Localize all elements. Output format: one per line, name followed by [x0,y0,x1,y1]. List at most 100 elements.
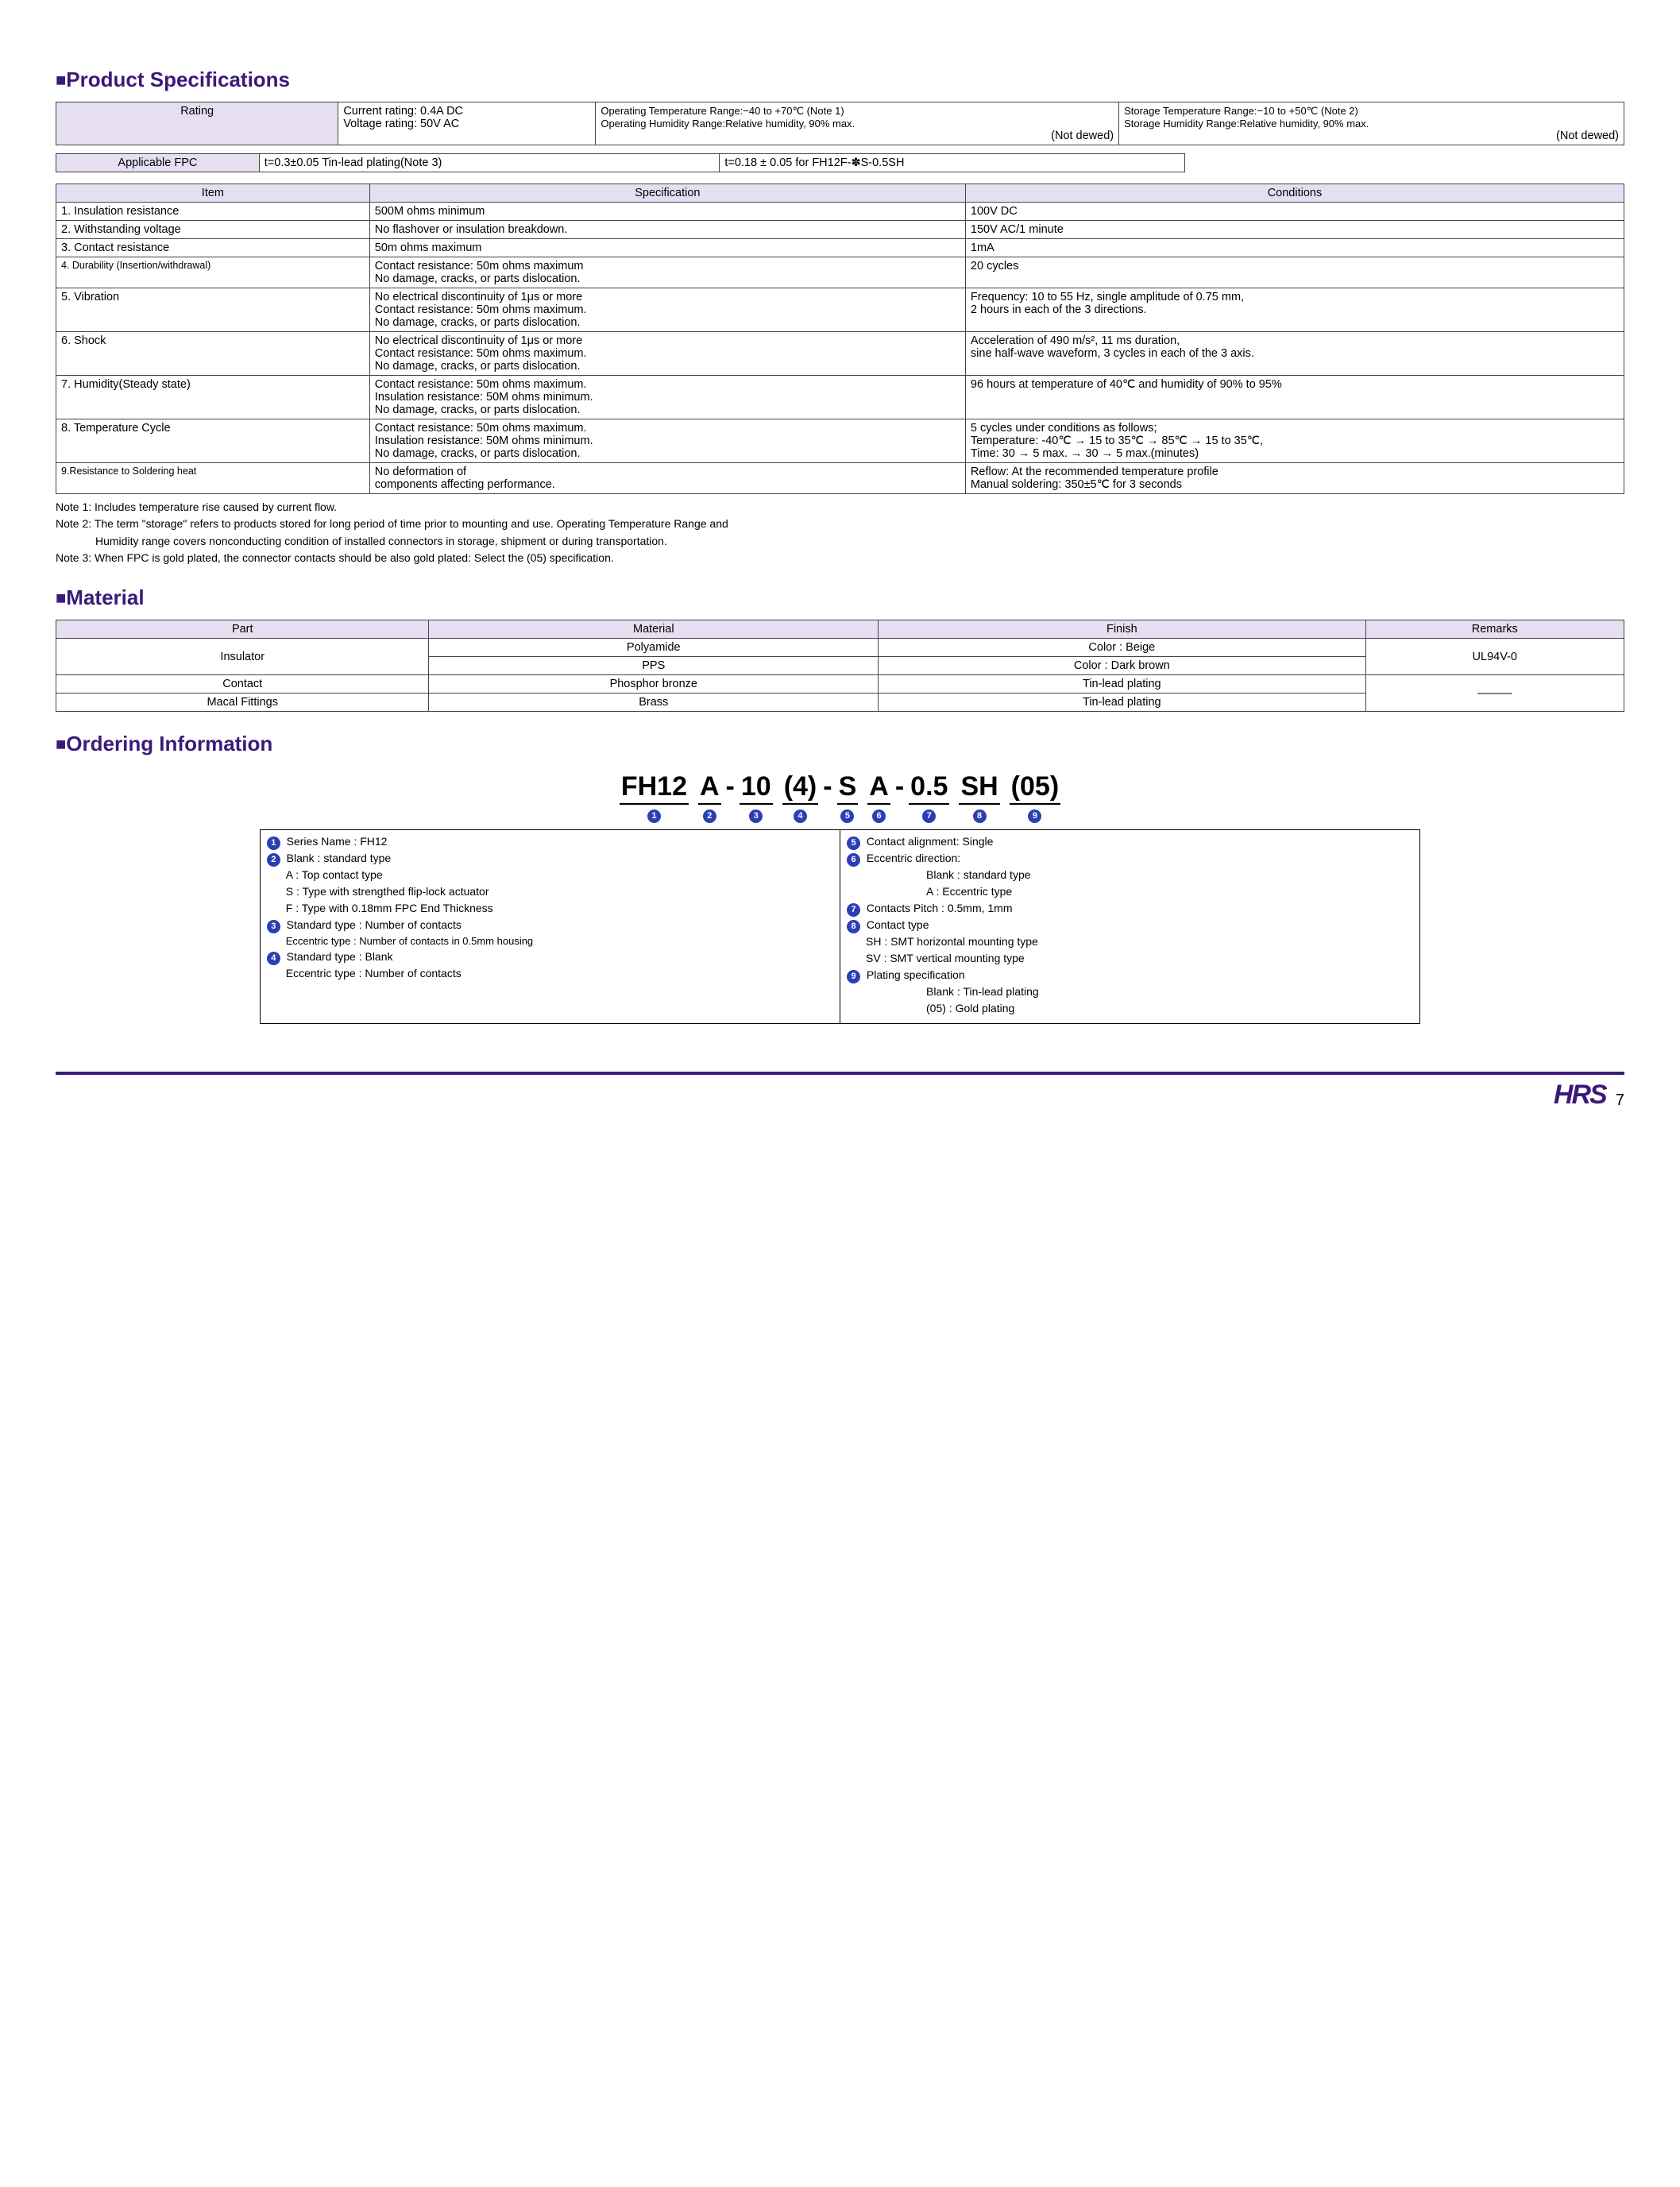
circ-1-icon: 1 [267,837,280,850]
mat-r3-mat: Phosphor bronze [429,675,879,694]
mat-r1-rem: UL94V-0 [1365,639,1624,675]
order-part-1: FH121 [620,772,689,822]
mat-r4-fin: Tin-lead plating [879,694,1365,712]
spec-item: 4. Durability (Insertion/withdrawal) [56,257,370,288]
order-circ-7-icon: 7 [922,809,936,823]
mat-r1-fin: Color : Beige [879,639,1365,657]
spec-cond: Acceleration of 490 m/s², 11 ms duration… [965,332,1624,376]
spec-cond: 96 hours at temperature of 40℃ and humid… [965,376,1624,419]
mat-r4-mat: Brass [429,694,879,712]
order-circ-1-icon: 1 [647,809,661,823]
section-title-ordering: ■Ordering Information [56,732,1624,756]
rating-col4: Storage Temperature Range:−10 to +50℃ (N… [1119,102,1624,145]
spec-spec: 50m ohms maximum [369,239,965,257]
spec-spec: Contact resistance: 50m ohms maximumNo d… [369,257,965,288]
circ-4-icon: 4 [267,952,280,965]
spec-cond: 100V DC [965,203,1624,221]
spec-item: 7. Humidity(Steady state) [56,376,370,419]
spec-item: 9.Resistance to Soldering heat [56,463,370,494]
hrs-logo: HRS [1554,1080,1606,1111]
order-circ-5-icon: 5 [840,809,854,823]
mat-r4-part: Macal Fittings [56,694,429,712]
spec-spec: Contact resistance: 50m ohms maximum.Ins… [369,419,965,463]
spec-cond: 150V AC/1 minute [965,221,1624,239]
order-circ-6-icon: 6 [872,809,886,823]
spec-cond: Reflow: At the recommended temperature p… [965,463,1624,494]
rating-table: Rating Current rating: 0.4A DC Voltage r… [56,102,1624,145]
spec-hdr-item: Item [56,184,370,203]
note-1: Note 1: Includes temperature rise caused… [56,499,1624,515]
legend-right: 5 Contact alignment: Single 6 Eccentric … [840,829,1420,1023]
mat-r3-rem: ——— [1365,675,1624,712]
mat-r1-mat: Polyamide [429,639,879,657]
spec-spec: No electrical discontinuity of 1μs or mo… [369,332,965,376]
circ-8-icon: 8 [847,920,860,933]
spec-spec: No flashover or insulation breakdown. [369,221,965,239]
rating-label: Rating [56,102,338,145]
square-icon: ■ [56,734,66,754]
mat-r2-fin: Color : Dark brown [879,657,1365,675]
ordering-legend: 1 Series Name : FH12 2 Blank : standard … [260,829,1421,1024]
order-part-6: A6 [867,772,890,822]
spec-hdr-cond: Conditions [965,184,1624,203]
square-icon: ■ [56,588,66,608]
mat-r3-fin: Tin-lead plating [879,675,1365,694]
spec-item: 1. Insulation resistance [56,203,370,221]
spec-item: 8. Temperature Cycle [56,419,370,463]
order-circ-9-icon: 9 [1028,809,1041,823]
order-circ-4-icon: 4 [794,809,807,823]
rating-col2: Current rating: 0.4A DC Voltage rating: … [338,102,596,145]
note-3: Note 3: When FPC is gold plated, the con… [56,550,1624,566]
order-part-7: 0.57 [909,772,949,822]
spec-item: 2. Withstanding voltage [56,221,370,239]
order-circ-3-icon: 3 [749,809,763,823]
order-part-3: 103 [740,772,773,822]
spec-cond: 1mA [965,239,1624,257]
fpc-c2: t=0.18 ± 0.05 for FH12F-✽S-0.5SH [720,154,1185,172]
spec-spec: No electrical discontinuity of 1μs or mo… [369,288,965,332]
circ-9-icon: 9 [847,970,860,983]
circ-2-icon: 2 [267,853,280,867]
spec-hdr-spec: Specification [369,184,965,203]
spec-table: Item Specification Conditions 1. Insulat… [56,184,1624,494]
spec-spec: Contact resistance: 50m ohms maximum.Ins… [369,376,965,419]
page-number: 7 [1616,1092,1624,1109]
spec-spec: 500M ohms minimum [369,203,965,221]
circ-7-icon: 7 [847,903,860,917]
order-dash: - [823,772,832,802]
mat-hdr-part: Part [56,620,429,639]
spec-cond: 5 cycles under conditions as follows;Tem… [965,419,1624,463]
fpc-table: Applicable FPC t=0.3±0.05 Tin-lead plati… [56,153,1185,172]
spec-spec: No deformation ofcomponents affecting pe… [369,463,965,494]
spec-item: 3. Contact resistance [56,239,370,257]
mat-r3-part: Contact [56,675,429,694]
mat-hdr-mat: Material [429,620,879,639]
footer: HRS 7 [56,1072,1624,1111]
circ-5-icon: 5 [847,837,860,850]
fpc-label: Applicable FPC [56,154,260,172]
order-dash: - [895,772,904,802]
spec-item: 5. Vibration [56,288,370,332]
order-circ-2-icon: 2 [703,809,716,823]
square-icon: ■ [56,70,66,90]
mat-hdr-fin: Finish [879,620,1365,639]
order-part-4: (4)4 [782,772,819,822]
section-title-material: ■Material [56,585,1624,610]
notes-block: Note 1: Includes temperature rise caused… [56,499,1624,566]
ordering-code: FH121A2-103(4)4-S5A6-0.57SH8(05)9 [56,772,1624,822]
fpc-c1: t=0.3±0.05 Tin-lead plating(Note 3) [259,154,720,172]
order-part-8: SH8 [959,772,999,822]
section-title-spec: ■Product Specifications [56,68,1624,92]
order-dash: - [726,772,735,802]
order-part-5: S5 [837,772,859,822]
spec-cond: Frequency: 10 to 55 Hz, single amplitude… [965,288,1624,332]
legend-left: 1 Series Name : FH12 2 Blank : standard … [260,829,840,1023]
order-part-2: A2 [698,772,721,822]
circ-3-icon: 3 [267,920,280,933]
mat-r1-part: Insulator [56,639,429,675]
note-2a: Note 2: The term "storage" refers to pro… [56,516,1624,531]
mat-r2-mat: PPS [429,657,879,675]
circ-6-icon: 6 [847,853,860,867]
order-circ-8-icon: 8 [973,809,987,823]
mat-hdr-rem: Remarks [1365,620,1624,639]
